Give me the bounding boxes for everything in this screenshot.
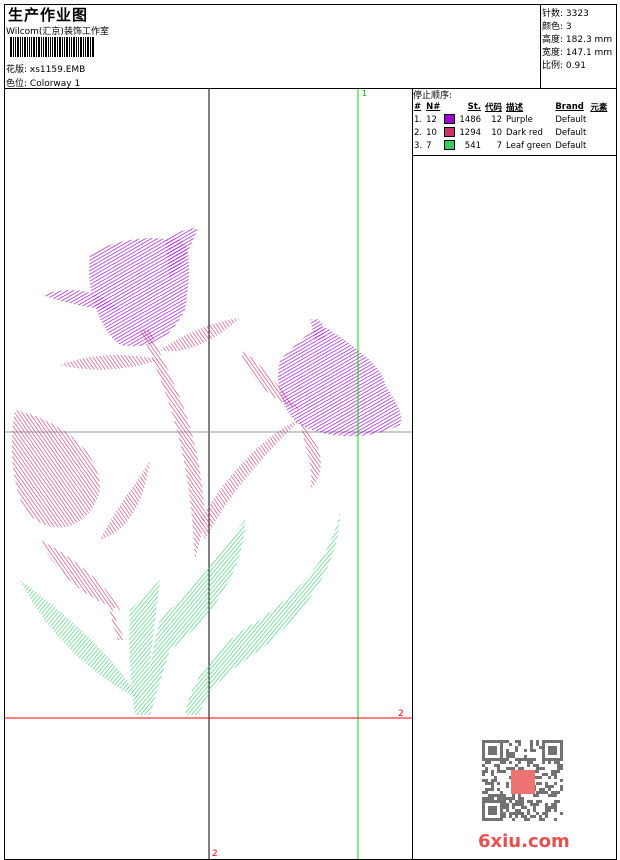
barcode — [10, 37, 94, 57]
stat-scale: 比例: 0.91 — [542, 61, 586, 71]
company-name: Wilcom(汇京)装饰工作室 — [6, 27, 109, 37]
stat-colors: 颜色: 3 — [542, 22, 572, 32]
qr-code-watermark — [482, 740, 564, 822]
divider — [540, 4, 541, 88]
divider — [4, 88, 617, 89]
green-leaves — [20, 512, 340, 715]
colorway-value: Colorway 1 — [29, 79, 81, 89]
green-guide-label: 1 — [362, 89, 367, 98]
table-row: 2. 10 1294 10 Dark red Default — [414, 127, 587, 138]
colorway: 色位: Colorway 1 — [6, 76, 80, 89]
stat-width: 宽度: 147.1 mm — [542, 48, 613, 58]
table-row: 1. 12 1486 12 Purple Default — [414, 114, 587, 125]
divider — [412, 155, 617, 156]
divider — [412, 88, 413, 860]
seal-logo — [511, 770, 535, 794]
red-guide-label-h: 2 — [398, 709, 404, 719]
colorway-label: 色位: — [6, 79, 28, 89]
red-stems-leaves — [12, 318, 321, 640]
color-swatch — [444, 127, 456, 138]
flower-embroidery — [12, 228, 402, 715]
color-swatch — [444, 114, 456, 125]
stat-height: 高度: 182.3 mm — [542, 35, 613, 45]
table-header: # N# St. 代码 描述 Brand 元素 — [414, 101, 608, 113]
page-title: 生产作业图 — [8, 6, 89, 24]
table-row: 3. 7 541 7 Leaf green Default — [414, 140, 587, 151]
red-guide-label-v: 2 — [212, 849, 218, 859]
color-swatch — [444, 140, 456, 151]
stop-sequence-table: # N# St. 代码 描述 Brand 元素 1. 12 1486 12 Purple Defa… — [412, 100, 609, 152]
design-value: xs1159.EMB — [29, 65, 86, 75]
design-label: 花版: — [6, 65, 28, 75]
purple-petals — [42, 228, 402, 437]
stop-sequence-title: 停止顺序: — [413, 91, 453, 101]
stat-stitches: 针数: 3323 — [542, 9, 589, 19]
design-file: 花版: xs1159.EMB — [6, 62, 85, 75]
watermark-text: 6xiu.com — [478, 831, 570, 852]
